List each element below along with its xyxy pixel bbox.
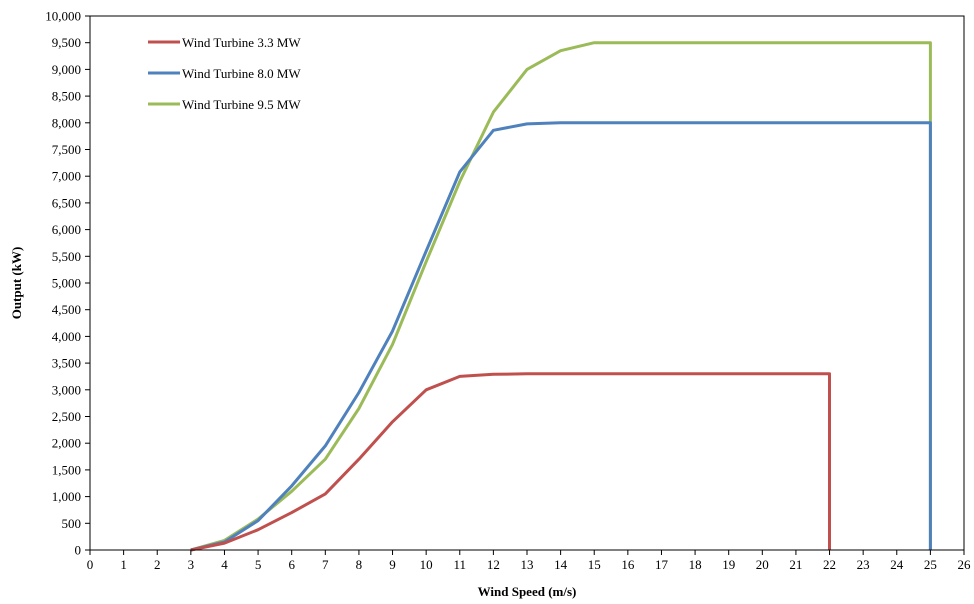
legend-label: Wind Turbine 8.0 MW: [182, 66, 301, 81]
x-tick-label: 1: [120, 557, 127, 572]
x-tick-label: 0: [87, 557, 94, 572]
y-tick-label: 9,500: [52, 35, 81, 50]
x-tick-label: 16: [621, 557, 635, 572]
y-tick-label: 8,500: [52, 89, 81, 104]
x-tick-label: 11: [454, 557, 467, 572]
x-tick-label: 19: [722, 557, 735, 572]
legend-label: Wind Turbine 3.3 MW: [182, 35, 301, 50]
x-tick-label: 22: [823, 557, 836, 572]
x-tick-label: 2: [154, 557, 161, 572]
y-tick-label: 5,000: [52, 276, 81, 291]
x-tick-label: 15: [588, 557, 601, 572]
y-tick-label: 1,000: [52, 489, 81, 504]
y-tick-label: 500: [62, 516, 82, 531]
x-tick-label: 18: [689, 557, 702, 572]
y-tick-label: 4,000: [52, 329, 81, 344]
series-line-wind-turbine-9-5-mw: [190, 41, 932, 552]
y-tick-label: 6,000: [52, 222, 81, 237]
series-line-wind-turbine-8-0-mw: [190, 121, 932, 552]
x-tick-label: 3: [188, 557, 195, 572]
x-tick-label: 14: [554, 557, 568, 572]
y-axis-title: Output (kW): [9, 247, 24, 320]
x-tick-label: 4: [221, 557, 228, 572]
y-tick-label: 9,000: [52, 62, 81, 77]
x-tick-label: 6: [288, 557, 295, 572]
legend-label: Wind Turbine 9.5 MW: [182, 97, 301, 112]
y-tick-label: 2,000: [52, 436, 81, 451]
x-tick-label: 9: [389, 557, 396, 572]
x-tick-label: 17: [655, 557, 669, 572]
x-tick-label: 12: [487, 557, 500, 572]
x-tick-label: 5: [255, 557, 262, 572]
x-tick-label: 21: [789, 557, 802, 572]
x-tick-label: 23: [857, 557, 870, 572]
series-line-wind-turbine-3-3-mw: [190, 372, 831, 552]
x-axis-title: Wind Speed (m/s): [478, 584, 577, 599]
y-tick-label: 1,500: [52, 462, 81, 477]
y-tick-label: 4,500: [52, 302, 81, 317]
y-tick-label: 3,000: [52, 382, 81, 397]
x-tick-label: 13: [521, 557, 534, 572]
y-tick-label: 7,000: [52, 169, 81, 184]
y-tick-label: 10,000: [45, 9, 81, 24]
y-tick-label: 2,500: [52, 409, 81, 424]
x-tick-label: 24: [890, 557, 904, 572]
x-tick-label: 7: [322, 557, 329, 572]
y-tick-label: 3,500: [52, 356, 81, 371]
y-tick-label: 0: [75, 543, 82, 558]
ticks-layer: 0 1 2 3 4 5 6 7 8 9 10 11 12 13 14 15 16 17 18 19 20 21 22 23 24…: [45, 9, 971, 573]
y-tick-label: 6,500: [52, 195, 81, 210]
x-tick-label: 10: [420, 557, 433, 572]
y-tick-label: 8,000: [52, 115, 81, 130]
y-tick-label: 5,500: [52, 249, 81, 264]
x-tick-label: 8: [356, 557, 363, 572]
y-tick-label: 7,500: [52, 142, 81, 157]
series-layer: [190, 41, 932, 552]
x-tick-label: 25: [924, 557, 937, 572]
legend: Wind Turbine 3.3 MW Wind Turbine 8.0 MW Wi…: [148, 35, 301, 112]
x-tick-label: 26: [958, 557, 972, 572]
x-tick-label: 20: [756, 557, 769, 572]
